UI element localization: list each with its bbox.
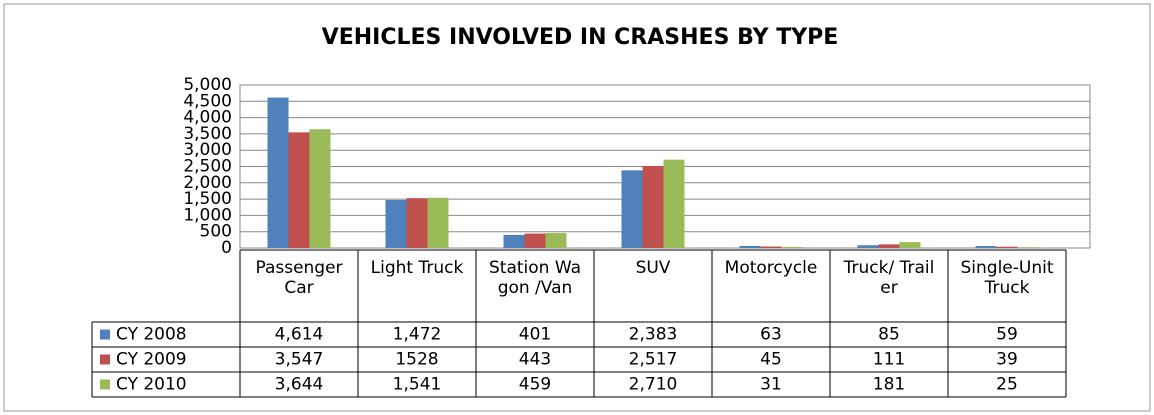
data-label: 1,541: [393, 375, 442, 395]
category-label: SUV: [635, 258, 671, 278]
bar: [975, 246, 997, 248]
data-label: 2,383: [629, 325, 678, 345]
legend-swatch: [100, 329, 110, 340]
data-label: 181: [873, 375, 905, 395]
data-label: 2,710: [629, 375, 678, 395]
data-label: 459: [519, 375, 551, 395]
bar: [996, 246, 1018, 248]
y-tick-label: 3,500: [183, 124, 232, 144]
bar: [760, 246, 782, 248]
data-label: 4,614: [275, 325, 324, 345]
bar: [545, 233, 567, 248]
bar: [781, 246, 803, 248]
y-tick-label: 2,000: [183, 173, 232, 193]
y-tick-label: 4,500: [183, 91, 232, 111]
bar: [288, 132, 310, 248]
data-label: 39: [996, 350, 1018, 370]
category-label: Passenger Car: [255, 258, 343, 298]
bar: [385, 200, 407, 248]
data-label: 1,472: [393, 325, 442, 345]
y-tick-label: 3,000: [183, 140, 232, 160]
y-tick-label: 0: [221, 238, 232, 258]
y-tick-label: 5,000: [183, 75, 232, 95]
legend-label: CY 2010: [116, 375, 187, 395]
data-label: 3,644: [275, 375, 324, 395]
bar: [857, 245, 879, 248]
data-label: 1528: [395, 350, 438, 370]
y-tick-label: 2,500: [183, 157, 232, 177]
y-tick-label: 500: [200, 222, 232, 242]
y-tick-label: 4,000: [183, 108, 232, 128]
category-label: Truck/ Trailer: [843, 258, 935, 298]
category-label: Single-Unit Truck: [960, 258, 1054, 298]
chart-title: VEHICLES INVOLVED IN CRASHES BY TYPE: [322, 25, 839, 50]
legend-swatch: [100, 354, 110, 365]
bar: [878, 244, 900, 248]
category-label: Station Wagon /Van: [489, 258, 581, 298]
data-label: 111: [873, 350, 905, 370]
bar: [503, 234, 525, 248]
bar: [267, 97, 289, 248]
data-label: 85: [878, 325, 900, 345]
bar: [427, 197, 449, 248]
data-label: 31: [760, 375, 782, 395]
data-label: 25: [996, 375, 1018, 395]
legend-swatch: [100, 379, 110, 390]
y-tick-label: 1,000: [183, 205, 232, 225]
data-label: 45: [760, 350, 782, 370]
data-label: 2,517: [629, 350, 678, 370]
y-tick-label: 1,500: [183, 189, 232, 209]
bar: [524, 233, 546, 248]
data-label: 3,547: [275, 350, 324, 370]
bar: [1017, 247, 1039, 248]
data-label: 401: [519, 325, 551, 345]
bar: [642, 165, 664, 248]
bar: [899, 242, 921, 248]
bar: [406, 198, 428, 248]
legend-label: CY 2008: [116, 325, 187, 345]
category-label: Motorcycle: [724, 258, 818, 278]
bar: [739, 245, 761, 248]
category-label: Light Truck: [370, 258, 464, 278]
data-label: 63: [760, 325, 782, 345]
bar: [309, 129, 331, 248]
legend-label: CY 2009: [116, 350, 187, 370]
data-label: 443: [519, 350, 551, 370]
bar: [663, 159, 685, 248]
bar: [621, 170, 643, 248]
data-label: 59: [996, 325, 1018, 345]
